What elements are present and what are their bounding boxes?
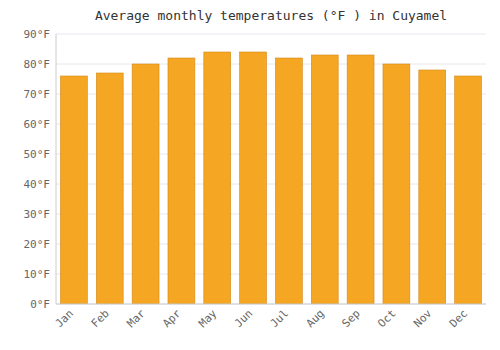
y-tick-label: 90°F <box>24 28 51 41</box>
y-tick-label: 0°F <box>30 298 50 311</box>
bar <box>168 58 195 304</box>
x-tick-label: Jan <box>53 307 76 330</box>
x-tick-label: Jul <box>268 307 291 330</box>
bars <box>60 52 481 304</box>
x-tick-label: Feb <box>89 307 112 330</box>
bar <box>419 70 446 304</box>
y-tick-label: 50°F <box>24 148 51 161</box>
bar <box>240 52 267 304</box>
y-tick-label: 20°F <box>24 238 51 251</box>
grid-line <box>56 304 486 305</box>
grid-line <box>56 34 486 35</box>
bar <box>204 52 231 304</box>
y-tick-label: 70°F <box>24 88 51 101</box>
bar <box>275 58 302 304</box>
bar <box>347 55 374 304</box>
x-tick-label: Nov <box>411 307 435 331</box>
chart-container: Average monthly temperatures (°F ) in Cu… <box>0 0 500 350</box>
x-axis-line <box>56 304 486 305</box>
y-tick-label: 10°F <box>24 268 51 281</box>
x-tick-label: Apr <box>160 307 184 331</box>
y-tick-label: 60°F <box>24 118 51 131</box>
y-tick-label: 40°F <box>24 178 51 191</box>
x-tick-label: May <box>196 307 220 331</box>
y-tick-label: 80°F <box>24 58 51 71</box>
chart-svg: Average monthly temperatures (°F ) in Cu… <box>0 0 500 350</box>
x-tick-label: Oct <box>375 307 398 330</box>
bar <box>383 64 410 304</box>
y-tick-label: 30°F <box>24 208 51 221</box>
bar <box>96 73 123 304</box>
grid-line <box>56 64 486 65</box>
bar <box>455 76 482 304</box>
y-axis-line <box>56 34 57 304</box>
x-tick-label: Jun <box>232 307 255 330</box>
bar <box>311 55 338 304</box>
x-tick-label: Mar <box>124 307 148 331</box>
grid <box>56 34 486 304</box>
x-tick-label: Aug <box>304 307 327 330</box>
bar <box>132 64 159 304</box>
chart-title: Average monthly temperatures (°F ) in Cu… <box>95 8 447 23</box>
bar <box>60 76 87 304</box>
x-tick-label: Dec <box>447 307 470 330</box>
x-tick-label: Sep <box>339 307 362 330</box>
